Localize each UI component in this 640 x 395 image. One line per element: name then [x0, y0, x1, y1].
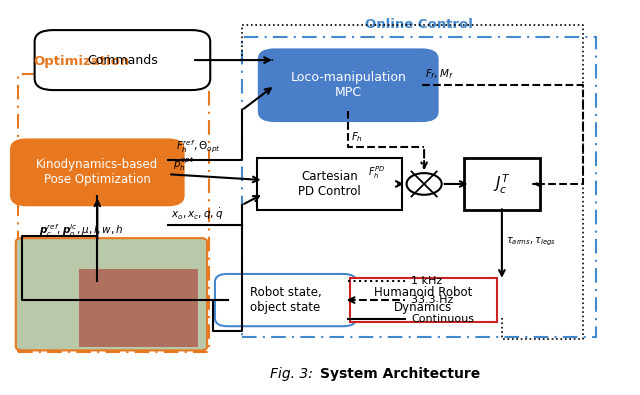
FancyBboxPatch shape [35, 30, 211, 90]
Text: Humanoid Robot
Dynamics: Humanoid Robot Dynamics [374, 286, 473, 314]
FancyBboxPatch shape [215, 274, 356, 326]
Text: 33.3 Hz: 33.3 Hz [411, 295, 453, 305]
Text: $\boldsymbol{p}_c^{ref}, \boldsymbol{p}_o^{lc}, \mu, l, w, h$: $\boldsymbol{p}_c^{ref}, \boldsymbol{p}_… [39, 222, 124, 239]
Text: $\tau_{arms}, \tau_{legs}$: $\tau_{arms}, \tau_{legs}$ [506, 236, 556, 248]
Text: Cartesian
PD Control: Cartesian PD Control [298, 170, 361, 198]
Text: $F_h^{PD}$: $F_h^{PD}$ [369, 164, 386, 181]
FancyBboxPatch shape [464, 158, 540, 210]
Text: Fig. 3:: Fig. 3: [270, 367, 320, 382]
FancyBboxPatch shape [16, 238, 207, 350]
FancyBboxPatch shape [257, 158, 401, 210]
FancyBboxPatch shape [79, 269, 198, 346]
Text: System Architecture: System Architecture [320, 367, 480, 382]
Text: $x_o, x_c, q, \dot{q}$: $x_o, x_c, q, \dot{q}$ [171, 206, 223, 222]
Text: $J_c^T$: $J_c^T$ [493, 172, 511, 196]
Text: 1 kHz: 1 kHz [411, 276, 442, 286]
Text: Robot state,
object state: Robot state, object state [250, 286, 321, 314]
Text: Loco-manipulation
MPC: Loco-manipulation MPC [291, 71, 406, 99]
Text: Commands: Commands [87, 54, 158, 67]
FancyBboxPatch shape [11, 139, 184, 205]
Text: $p_h^{opt}$: $p_h^{opt}$ [173, 156, 194, 173]
Text: $F_h$: $F_h$ [351, 130, 364, 144]
Text: Continuous: Continuous [411, 314, 474, 324]
Text: $F_h^{ref}, \Theta_{opt}$: $F_h^{ref}, \Theta_{opt}$ [176, 138, 221, 155]
Text: Kinodynamics-based
Pose Optimization: Kinodynamics-based Pose Optimization [36, 158, 159, 186]
Text: Online Control: Online Control [365, 18, 473, 31]
Text: $F_f, M_f$: $F_f, M_f$ [426, 68, 454, 81]
FancyBboxPatch shape [350, 278, 497, 322]
FancyBboxPatch shape [259, 49, 438, 121]
Text: Optimization: Optimization [33, 55, 130, 68]
